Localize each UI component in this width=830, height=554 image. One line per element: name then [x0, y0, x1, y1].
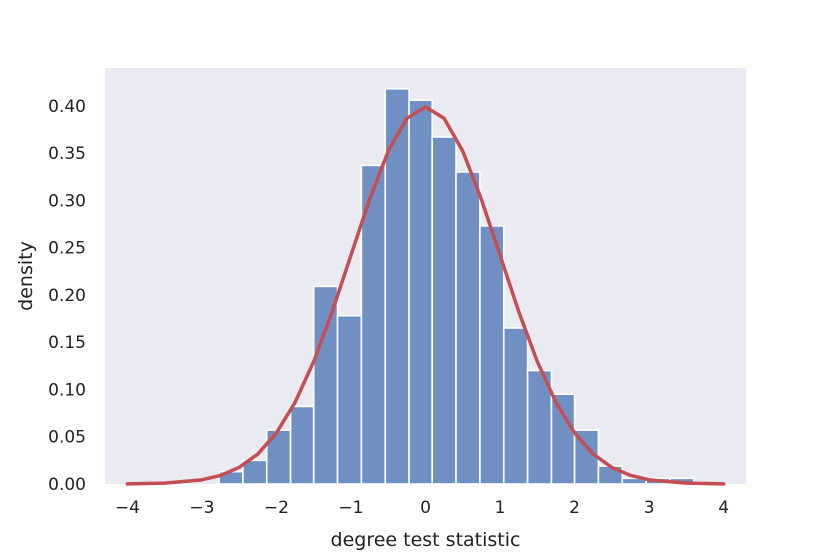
histogram-bar [312, 285, 339, 485]
y-tick-label: 0.25 [48, 239, 86, 259]
histogram-bars [218, 88, 695, 485]
x-tick-label: −1 [338, 498, 363, 518]
x-tick-label: 4 [718, 498, 729, 518]
histogram-bar [479, 225, 505, 485]
histogram-bar [431, 136, 457, 485]
x-axis-label: degree test statistic [331, 529, 521, 551]
x-tick-label: −3 [189, 498, 214, 518]
y-tick-label: 0.20 [48, 286, 86, 306]
histogram-bar [336, 314, 363, 485]
y-tick-label: 0.30 [48, 191, 86, 211]
x-axis-ticks: −4 −3 −2 −1 0 1 2 3 4 [115, 498, 729, 518]
y-axis-ticks: 0.00 0.05 0.10 0.15 0.20 0.25 0.30 0.35 0.40 [48, 97, 86, 495]
histogram-bar [502, 327, 529, 485]
x-tick-label: 1 [495, 498, 506, 518]
y-tick-label: 0.00 [48, 475, 86, 495]
density-curve [125, 105, 726, 486]
x-tick-label: 0 [420, 498, 431, 518]
y-tick-label: 0.35 [48, 144, 86, 164]
y-tick-label: 0.15 [48, 333, 86, 353]
y-axis-label: density [15, 241, 37, 311]
x-tick-label: −2 [264, 498, 289, 518]
histogram-bar [550, 393, 576, 485]
x-tick-label: −4 [115, 498, 140, 518]
x-tick-label: 2 [569, 498, 580, 518]
histogram-bar [455, 171, 481, 485]
y-tick-label: 0.05 [48, 428, 86, 448]
x-tick-label: 3 [644, 498, 655, 518]
histogram-bar [289, 405, 315, 485]
y-tick-label: 0.40 [48, 97, 86, 117]
histogram-bar [408, 99, 434, 485]
y-tick-label: 0.10 [48, 380, 86, 400]
